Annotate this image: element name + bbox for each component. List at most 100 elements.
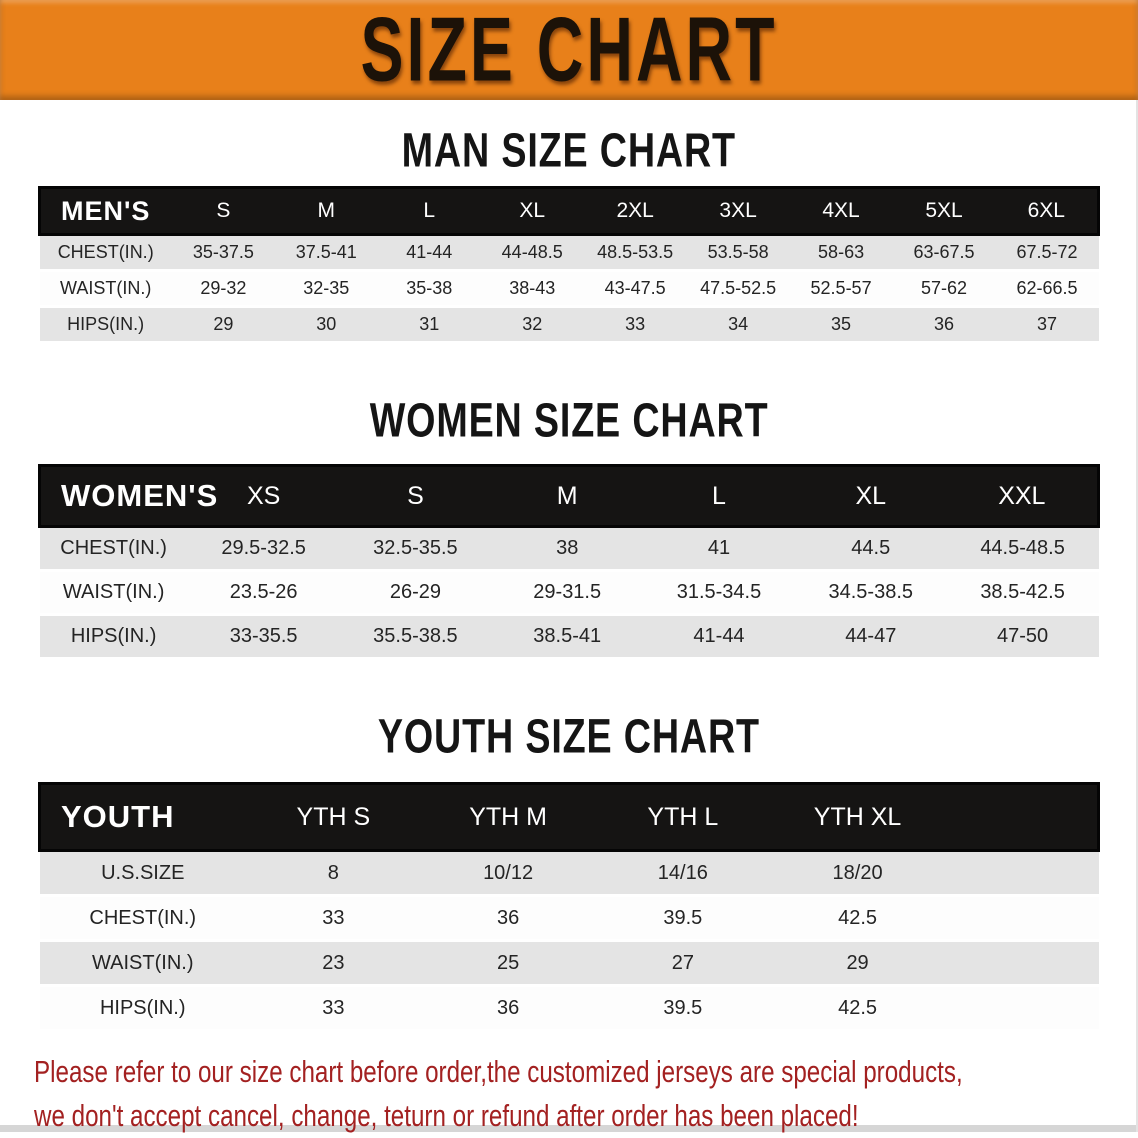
cell-value: 34.5-38.5 [794,570,947,616]
cell-value: 44-48.5 [480,234,584,272]
column-header: 3XL [686,186,790,236]
table-header-label: YOUTH [38,782,246,852]
cell-value: 39.5 [595,985,771,1032]
cell-value: 29-31.5 [491,570,644,616]
cell-value: 47.5-52.5 [686,270,790,308]
cell-value: 36 [420,985,596,1032]
table-header-row: WOMEN'S XS S M L XL XXL [37,464,1100,528]
cell-value: 33 [583,306,687,344]
row-label: WAIST(IN.) [39,570,188,616]
table-header-row: MEN'S S M L XL 2XL 3XL 4XL 5XL 6XL [37,186,1100,236]
women-section-title-text: WOMEN SIZE CHART [369,392,769,448]
cell-value: 44.5-48.5 [946,526,1099,572]
size-chart-banner: SIZE CHART [0,0,1138,100]
cell-value: 14/16 [595,850,771,897]
header-spacer [944,782,1100,852]
table-header-label: MEN'S [37,186,172,236]
table-row: HIPS(IN.) 29 30 31 32 33 34 35 36 37 [39,306,1099,344]
column-header: XXL [946,464,1100,528]
cell-value: 47-50 [946,614,1099,660]
cell-value: 29.5-32.5 [187,526,340,572]
column-header: 2XL [583,186,687,236]
cell-spacer [944,940,1099,987]
cell-value: 29 [171,306,275,344]
cell-value: 41-44 [377,234,481,272]
cell-value: 37.5-41 [274,234,378,272]
cell-value: 32-35 [274,270,378,308]
cell-value: 41 [643,526,795,572]
cell-value: 35-38 [377,270,481,308]
column-header: S [171,186,275,236]
cell-spacer [944,985,1099,1032]
cell-value: 52.5-57 [789,270,893,308]
column-header: L [643,464,795,528]
cell-value: 31.5-34.5 [643,570,795,616]
cell-value: 38 [491,526,644,572]
youth-section-title-text: YOUTH SIZE CHART [378,708,760,764]
cell-value: 42.5 [770,985,945,1032]
man-section-title-text: MAN SIZE CHART [401,122,737,178]
cell-value: 35 [789,306,893,344]
table-row: CHEST(IN.) 29.5-32.5 32.5-35.5 38 41 44.5 44.5… [39,526,1099,572]
table-row: HIPS(IN.) 33-35.5 35.5-38.5 38.5-41 41-44 44-… [39,614,1099,660]
cell-value: 67.5-72 [995,234,1099,272]
cell-value: 48.5-53.5 [583,234,687,272]
column-header: 6XL [995,186,1100,236]
row-label: CHEST(IN.) [39,895,246,942]
table-row: CHEST(IN.) 33 36 39.5 42.5 [39,895,1099,942]
cell-value: 27 [595,940,771,987]
cell-value: 38.5-42.5 [946,570,1099,616]
row-label: U.S.SIZE [39,850,246,897]
column-header: L [377,186,481,236]
column-header: M [491,464,644,528]
table-header-label: WOMEN'S [37,464,217,528]
cell-value: 44.5 [794,526,947,572]
row-label: HIPS(IN.) [39,614,188,660]
cell-spacer [944,850,1099,897]
youth-size-table: YOUTH YTH S YTH M YTH L YTH XL U.S.SIZE 8 10/12… [38,782,1100,1032]
row-label: HIPS(IN.) [39,306,172,344]
cell-value: 25 [420,940,596,987]
cell-value: 42.5 [770,895,945,942]
table-row: HIPS(IN.) 33 36 39.5 42.5 [39,985,1099,1032]
column-header: XL [480,186,584,236]
cell-value: 57-62 [892,270,996,308]
cell-value: 33 [246,895,421,942]
cell-value: 18/20 [770,850,945,897]
table-row: WAIST(IN.) 29-32 32-35 35-38 38-43 43-47.5 47.… [39,270,1099,308]
cell-value: 43-47.5 [583,270,687,308]
row-label: WAIST(IN.) [39,940,246,987]
cell-value: 23.5-26 [187,570,340,616]
column-header: 5XL [892,186,996,236]
banner-title: SIZE CHART [360,0,778,101]
table-row: WAIST(IN.) 23 25 27 29 [39,940,1099,987]
mens-size-table: MEN'S S M L XL 2XL 3XL 4XL 5XL 6XL CHEST(IN.) 35-37… [37,186,1100,344]
column-header: XL [794,464,947,528]
cell-value: 32.5-35.5 [339,526,492,572]
cell-value: 36 [420,895,596,942]
women-section-title: WOMEN SIZE CHART [0,392,1138,448]
cell-value: 34 [686,306,790,344]
column-header: 4XL [789,186,893,236]
table-row: WAIST(IN.) 23.5-26 26-29 29-31.5 31.5-34.5 34… [39,570,1099,616]
row-label: CHEST(IN.) [39,526,188,572]
cell-value: 36 [892,306,996,344]
cell-value: 63-67.5 [892,234,996,272]
cell-value: 58-63 [789,234,893,272]
cell-value: 31 [377,306,481,344]
column-header: XS [187,464,340,528]
cell-value: 35.5-38.5 [339,614,492,660]
column-header: M [274,186,378,236]
disclaimer-line-1: Please refer to our size chart before or… [34,1054,963,1089]
cell-value: 32 [480,306,584,344]
cell-value: 39.5 [595,895,771,942]
cell-value: 29 [770,940,945,987]
cell-value: 53.5-58 [686,234,790,272]
disclaimer: Please refer to our size chart before or… [0,1050,1138,1138]
cell-value: 37 [995,306,1099,344]
cell-value: 38.5-41 [491,614,644,660]
cell-value: 62-66.5 [995,270,1099,308]
cell-value: 35-37.5 [171,234,275,272]
womens-size-table: WOMEN'S XS S M L XL XXL CHEST(IN.) 29.5-32.5 32.5… [37,464,1100,660]
cell-value: 10/12 [420,850,596,897]
